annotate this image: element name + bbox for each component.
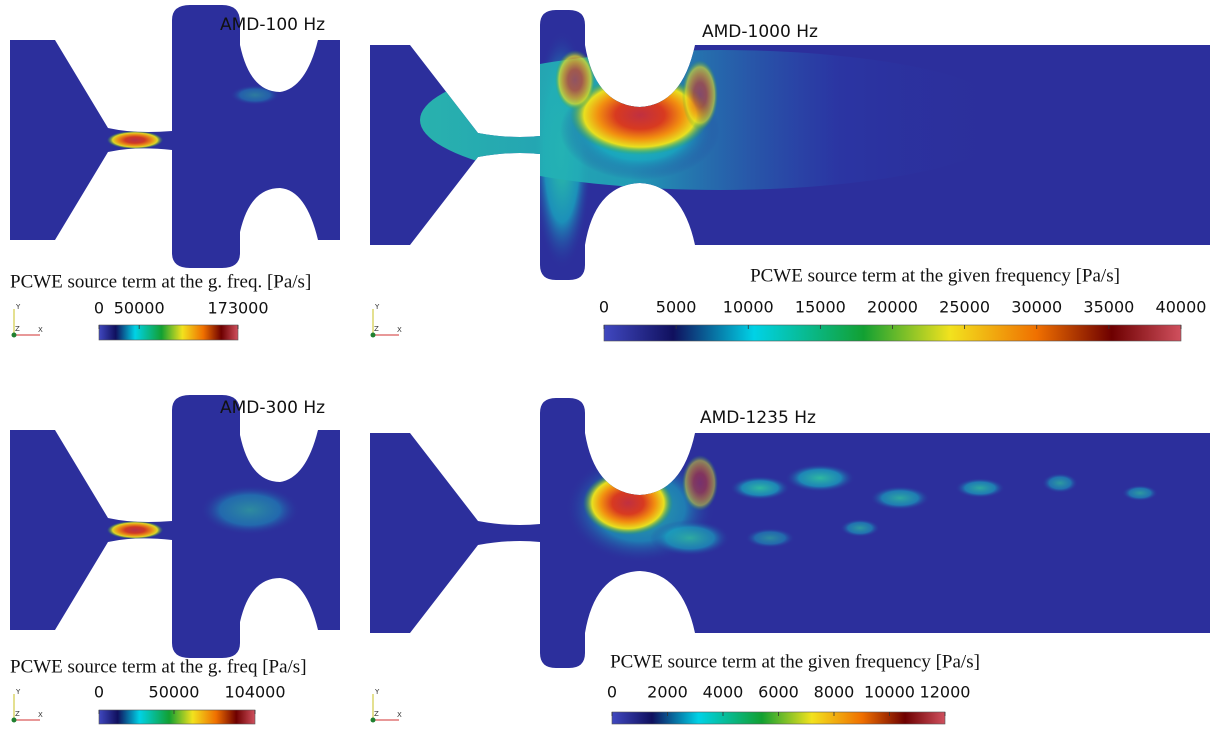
contour-spot: [1042, 473, 1078, 493]
geometry: [10, 395, 340, 658]
contour-spot: [200, 485, 300, 535]
colorbar-tick-label: 173000: [207, 299, 268, 318]
contour-spot: [570, 75, 710, 155]
colorbar-tick-label: 104000: [224, 683, 285, 702]
colorbar-tick-label: 25000: [939, 298, 990, 317]
triad-label: Y: [15, 303, 21, 311]
contour-spot: [107, 521, 163, 539]
triad-label: X: [38, 711, 43, 719]
panel-label: AMD-1235 Hz: [700, 408, 816, 428]
triad-origin: [370, 332, 376, 338]
colorbar: [98, 709, 256, 725]
contour-spot: [785, 464, 855, 492]
colorbar-tick-label: 50000: [114, 299, 165, 318]
colorbar-title: PCWE source term at the given frequency …: [750, 265, 1120, 286]
colorbar-tick-label: 40000: [1156, 298, 1207, 317]
panel: [370, 10, 1210, 280]
triad-origin: [370, 717, 376, 723]
colorbar-tick-label: 10000: [864, 683, 915, 702]
colorbar-tick-label: 20000: [867, 298, 918, 317]
triad-origin: [11, 332, 17, 338]
panel: [10, 395, 340, 658]
colorbar-title: PCWE source term at the g. freq [Pa/s]: [10, 656, 307, 677]
contour-spot: [107, 131, 163, 149]
field-contours: [420, 30, 1020, 270]
colorbar-tick-label: 0: [94, 683, 104, 702]
panel-label: AMD-100 Hz: [220, 15, 325, 35]
contour-spot: [840, 519, 880, 537]
colorbar-title: PCWE source term at the given frequency …: [610, 651, 980, 672]
colorbar: [98, 324, 239, 341]
contour-spot: [1122, 485, 1158, 501]
panel-label: AMD-1000 Hz: [702, 22, 818, 42]
triad-label: Z: [15, 325, 20, 333]
colorbar-title: PCWE source term at the g. freq. [Pa/s]: [10, 271, 311, 292]
contour-spot: [650, 520, 730, 556]
colorbar-tick-label: 50000: [149, 683, 200, 702]
geometry: [10, 5, 340, 268]
triad-label: Z: [15, 710, 20, 718]
colorbar-tick-label: 15000: [795, 298, 846, 317]
contour-spot: [955, 478, 1005, 498]
contour-spot: [682, 455, 718, 511]
colorbar-tick-label: 10000: [723, 298, 774, 317]
triad-label: Y: [374, 688, 380, 696]
contour-spot: [745, 528, 795, 548]
triad-label: X: [397, 711, 402, 719]
panel: [10, 5, 340, 268]
triad-label: Y: [15, 688, 21, 696]
contour-spot: [870, 486, 930, 510]
colorbar-tick-label: 8000: [814, 683, 855, 702]
field-contours: [107, 485, 300, 539]
colorbar-tick-label: 12000: [920, 683, 971, 702]
panel-label: AMD-300 Hz: [220, 398, 325, 418]
triad-label: Z: [374, 710, 379, 718]
field-contours: [565, 453, 1158, 563]
contour-spot: [230, 85, 280, 105]
colorbar-tick-label: 0: [607, 683, 617, 702]
contour-spot: [730, 476, 790, 500]
triad-origin: [11, 717, 17, 723]
triad-label: Z: [374, 325, 379, 333]
triad-label: X: [397, 326, 402, 334]
contour-spot: [420, 50, 1020, 190]
colorbar-tick-label: 2000: [647, 683, 688, 702]
colorbar-tick-label: 5000: [656, 298, 697, 317]
triad-label: Y: [374, 303, 380, 311]
contour-spot: [583, 471, 673, 535]
colorbar-tick-label: 0: [94, 299, 104, 318]
colorbar-tick-label: 6000: [758, 683, 799, 702]
colorbar-tick-label: 35000: [1083, 298, 1134, 317]
field-contours: [107, 85, 280, 149]
contour-spot: [682, 60, 718, 130]
colorbar-tick-label: 0: [599, 298, 609, 317]
colorbar-tick-label: 30000: [1011, 298, 1062, 317]
colorbar-tick-label: 4000: [703, 683, 744, 702]
contour-spot: [555, 50, 595, 110]
panel: [370, 398, 1210, 668]
triad-label: X: [38, 326, 43, 334]
